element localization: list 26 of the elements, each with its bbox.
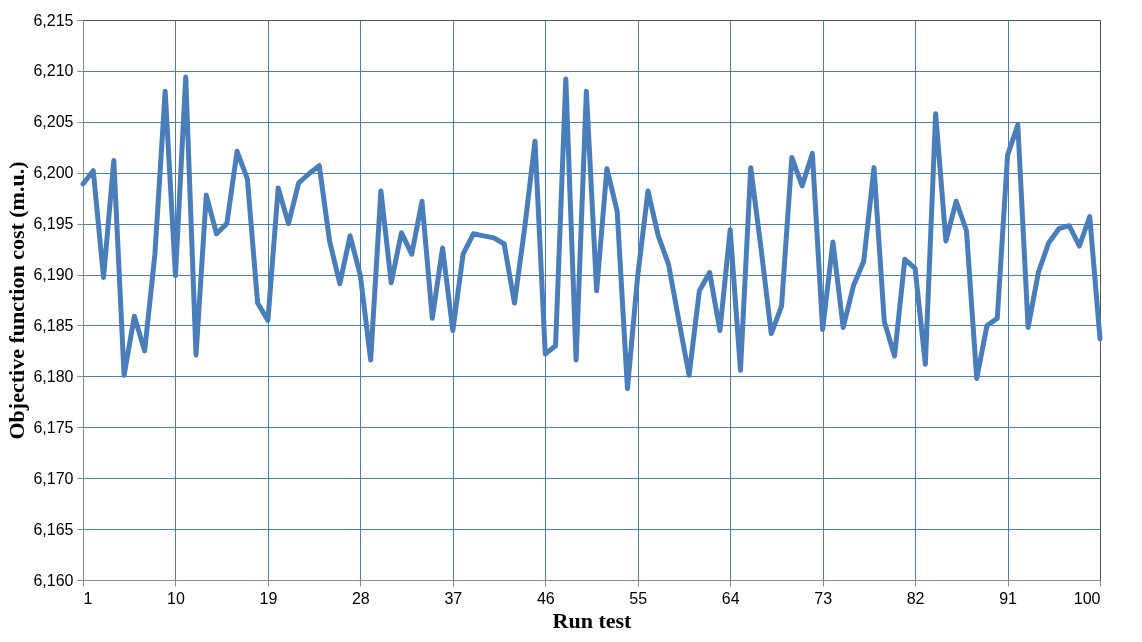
y-tick-label: 6,215	[33, 11, 74, 29]
x-tick-label: 46	[536, 589, 555, 607]
x-tick-label: 37	[444, 589, 463, 607]
x-axis-title: Run test	[552, 607, 633, 633]
y-tick-label: 6,165	[33, 520, 74, 538]
x-tick-label: 28	[351, 589, 370, 607]
x-tick-label: 82	[906, 589, 925, 607]
y-axis-title: Objective function cost (m.u.)	[4, 161, 30, 440]
x-tick-label: 19	[259, 589, 278, 607]
y-tick-label: 6,205	[33, 113, 74, 131]
y-tick-label: 6,170	[33, 469, 74, 487]
x-tick-label: 10	[167, 589, 185, 607]
y-tick-label: 6,185	[33, 316, 74, 334]
x-tick-label: 55	[629, 589, 648, 607]
y-tick-label: 6,190	[33, 266, 74, 284]
x-tick-label: 73	[814, 589, 833, 607]
x-tick-label: 1	[83, 589, 93, 607]
y-tick-label: 6,180	[33, 367, 74, 385]
x-tick-label: 64	[721, 589, 740, 607]
x-tick-label: 91	[999, 589, 1018, 607]
y-tick-label: 6,175	[33, 418, 74, 436]
x-tick-label: 100	[1073, 589, 1101, 607]
y-tick-label: 6,210	[33, 62, 74, 80]
y-tick-label: 6,195	[33, 215, 74, 233]
y-tick-label: 6,200	[33, 164, 74, 182]
y-tick-label: 6,160	[33, 571, 74, 589]
